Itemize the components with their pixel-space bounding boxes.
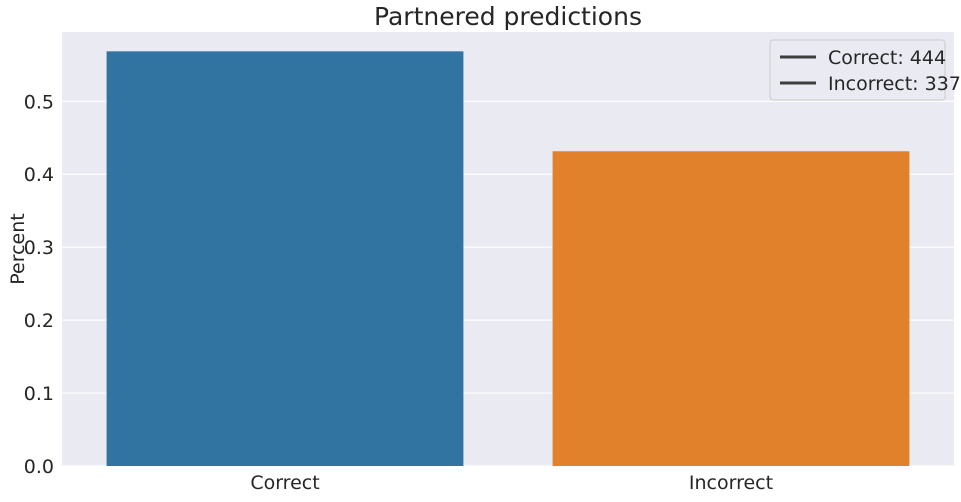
y-tick-label: 0.2 [24,310,54,332]
bar-incorrect [552,151,910,466]
legend: Correct: 444 Incorrect: 337 [769,39,961,101]
y-axis-ticks: 0.0 0.1 0.2 0.3 0.4 0.5 [24,91,54,478]
legend-box [769,39,946,101]
x-tick-label: Correct [250,472,319,494]
chart-title: Partnered predictions [374,2,642,31]
y-tick-label: 0.1 [24,383,54,405]
legend-entries: Correct: 444 Incorrect: 337 [780,47,961,95]
y-tick-label: 0.4 [24,164,54,186]
y-tick-label: 0.3 [24,237,54,259]
y-tick-label: 0.0 [24,456,54,478]
bars [106,51,910,467]
bar-correct [106,51,464,467]
legend-entry: Incorrect: 337 [828,73,961,95]
y-tick-label: 0.5 [24,91,54,113]
y-axis-label: Percent [7,213,29,285]
legend-entry: Correct: 444 [828,47,946,69]
x-axis-ticks: Correct Incorrect [250,472,773,494]
x-tick-label: Incorrect [689,472,773,494]
